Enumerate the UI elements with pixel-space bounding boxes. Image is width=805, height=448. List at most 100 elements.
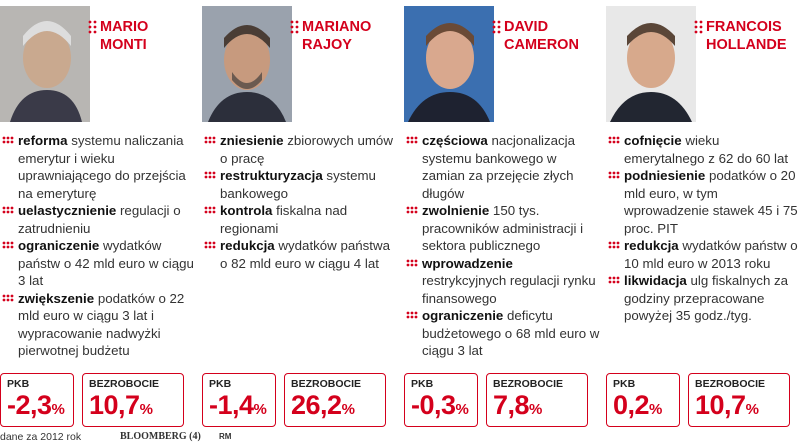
list-item: kontrola fiskalna nad regionami [202, 202, 398, 237]
unemployment-label: BEZROBOCIE [291, 378, 362, 390]
red-dot-grid-bullet-icon [608, 241, 620, 251]
list-item: cofnięcie wieku emerytalnego z 62 do 60 … [606, 132, 802, 167]
name-line2: CAMERON [504, 37, 579, 53]
pkb-value: -1,4% [209, 390, 267, 420]
list-item: redukcja wydatków państw o 10 mld euro w… [606, 237, 802, 272]
name-line1: MARIO [100, 19, 149, 35]
item-keyword: podniesienie [624, 168, 706, 183]
pkb-value: -2,3% [7, 390, 65, 420]
stats-row: PKB 0,2% BEZROBOCIE 10,7% [606, 373, 802, 427]
item-keyword: częściowa [422, 133, 488, 148]
unemployment-label: BEZROBOCIE [695, 378, 766, 390]
item-keyword: redukcja [220, 238, 275, 253]
list-item: zwiększenie podatków o 22 mld euro w cią… [0, 290, 196, 360]
red-dot-grid-bullet-icon [2, 294, 14, 304]
red-dot-grid-bullet-icon [204, 241, 216, 251]
list-item: ograniczenie wydatków państw o 42 mld eu… [0, 237, 196, 290]
red-dot-grid-bullet-icon [204, 136, 216, 146]
list-item: podniesienie podatków o 20 mld euro, w t… [606, 167, 802, 237]
list-item: zwolnienie 150 tys. pracowników administ… [404, 202, 600, 255]
name-line2: HOLLANDE [706, 37, 787, 53]
red-dot-grid-bullet-icon [406, 311, 418, 321]
unemployment-box: BEZROBOCIE 26,2% [284, 373, 386, 427]
unemployment-box: BEZROBOCIE 10,7% [82, 373, 184, 427]
item-text: podatków o 22 mld euro w ciągu 3 lat i w… [18, 290, 185, 359]
item-text: systemu bankowego [220, 168, 376, 201]
item-text: systemu naliczania emerytur i wieku upra… [18, 133, 186, 201]
reform-list: zniesienie zbiorowych umów o pracę restr… [202, 132, 398, 272]
red-dot-grid-icon [694, 20, 704, 34]
list-item: częściowa nacjonalizacja systemu bankowe… [404, 132, 600, 202]
reform-list: reforma systemu naliczania emerytur i wi… [0, 132, 196, 360]
unemployment-box: BEZROBOCIE 10,7% [688, 373, 790, 427]
column-monti: MARIO MONTI reforma systemu naliczania e… [0, 0, 196, 430]
pkb-value: 0,2% [613, 390, 662, 420]
stats-row: PKB -0,3% BEZROBOCIE 7,8% [404, 373, 600, 427]
item-text: podatków o 20 mld euro, w tym wprowadzen… [624, 168, 798, 236]
portrait-monti [0, 6, 90, 122]
item-keyword: zniesienie [220, 133, 284, 148]
person-name: DAVID CAMERON [492, 18, 579, 54]
pkb-label: PKB [7, 378, 30, 390]
person-name: MARIO MONTI [88, 18, 149, 54]
list-item: uelastycznienie regulacji o zatrudnieniu [0, 202, 196, 237]
item-keyword: uelastycznienie [18, 203, 117, 218]
pkb-label: PKB [613, 378, 636, 390]
list-item: reforma systemu naliczania emerytur i wi… [0, 132, 196, 202]
portrait-hollande [606, 6, 696, 122]
column-cameron: DAVID CAMERON częściowa nacjonalizacja s… [404, 0, 600, 430]
red-dot-grid-bullet-icon [2, 136, 14, 146]
list-item: restrukturyzacja systemu bankowego [202, 167, 398, 202]
reform-list: częściowa nacjonalizacja systemu bankowe… [404, 132, 600, 360]
pkb-box: PKB -1,4% [202, 373, 276, 427]
footer-author: RM [219, 432, 232, 441]
item-keyword: ograniczenie [422, 308, 504, 323]
list-item: redukcja wydatków państwa o 82 mld euro … [202, 237, 398, 272]
unemployment-value: 7,8% [493, 390, 542, 420]
item-keyword: kontrola [220, 203, 273, 218]
red-dot-grid-bullet-icon [2, 241, 14, 251]
red-dot-grid-bullet-icon [406, 206, 418, 216]
portrait-cameron [404, 6, 494, 122]
red-dot-grid-bullet-icon [608, 136, 620, 146]
red-dot-grid-icon [492, 20, 502, 34]
item-keyword: zwiększenie [18, 290, 95, 306]
list-item: wprowadzenie restrykcyjnych regulacji ry… [404, 255, 600, 308]
list-item: likwidacja ulg fiskalnych za godziny prz… [606, 272, 802, 325]
unemployment-box: BEZROBOCIE 7,8% [486, 373, 588, 427]
column-hollande: FRANCOIS HOLLANDE cofnięcie wieku emeryt… [606, 0, 802, 430]
item-text: zbiorowych umów o pracę [220, 133, 393, 166]
red-dot-grid-bullet-icon [608, 276, 620, 286]
item-text: wydatków państw o 10 mld euro w 2013 rok… [624, 238, 798, 271]
pkb-value: -0,3% [411, 390, 469, 420]
reform-list: cofnięcie wieku emerytalnego z 62 do 60 … [606, 132, 802, 325]
item-keyword: reforma [18, 133, 68, 148]
pkb-label: PKB [411, 378, 434, 390]
unemployment-label: BEZROBOCIE [493, 378, 564, 390]
column-rajoy: MARIANO RAJOY zniesienie zbiorowych umów… [202, 0, 398, 430]
unemployment-value: 10,7% [695, 390, 759, 420]
list-item: ograniczenie deficytu budżetowego o 68 m… [404, 307, 600, 360]
red-dot-grid-bullet-icon [608, 171, 620, 181]
red-dot-grid-bullet-icon [2, 206, 14, 216]
red-dot-grid-bullet-icon [406, 259, 418, 269]
item-keyword: cofnięcie [624, 133, 682, 148]
unemployment-label: BEZROBOCIE [89, 378, 160, 390]
item-text: regulacji o zatrudnieniu [18, 203, 181, 236]
footer: dane za 2012 rok BLOOMBERG (4) RM [0, 431, 231, 443]
item-text: wydatków państw o 42 mld euro w ciągu 3 … [18, 238, 194, 288]
person-name: FRANCOIS HOLLANDE [694, 18, 787, 54]
item-keyword: restrukturyzacja [220, 168, 323, 183]
item-text: 150 tys. pracowników administracji i sek… [422, 203, 584, 253]
item-keyword: wprowadzenie [422, 255, 513, 271]
red-dot-grid-bullet-icon [406, 136, 418, 146]
item-text: fiskalna nad regionami [220, 203, 348, 236]
name-line1: MARIANO [302, 19, 372, 35]
name-line2: MONTI [100, 37, 147, 53]
item-text: wydatków państwa o 82 mld euro w ciągu 4… [220, 238, 390, 271]
item-keyword: likwidacja [624, 273, 687, 288]
red-dot-grid-icon [290, 20, 300, 34]
item-text: deficytu budżetowego o 68 mld euro w cią… [422, 308, 600, 358]
footer-source: BLOOMBERG (4) [120, 431, 201, 442]
red-dot-grid-bullet-icon [204, 206, 216, 216]
